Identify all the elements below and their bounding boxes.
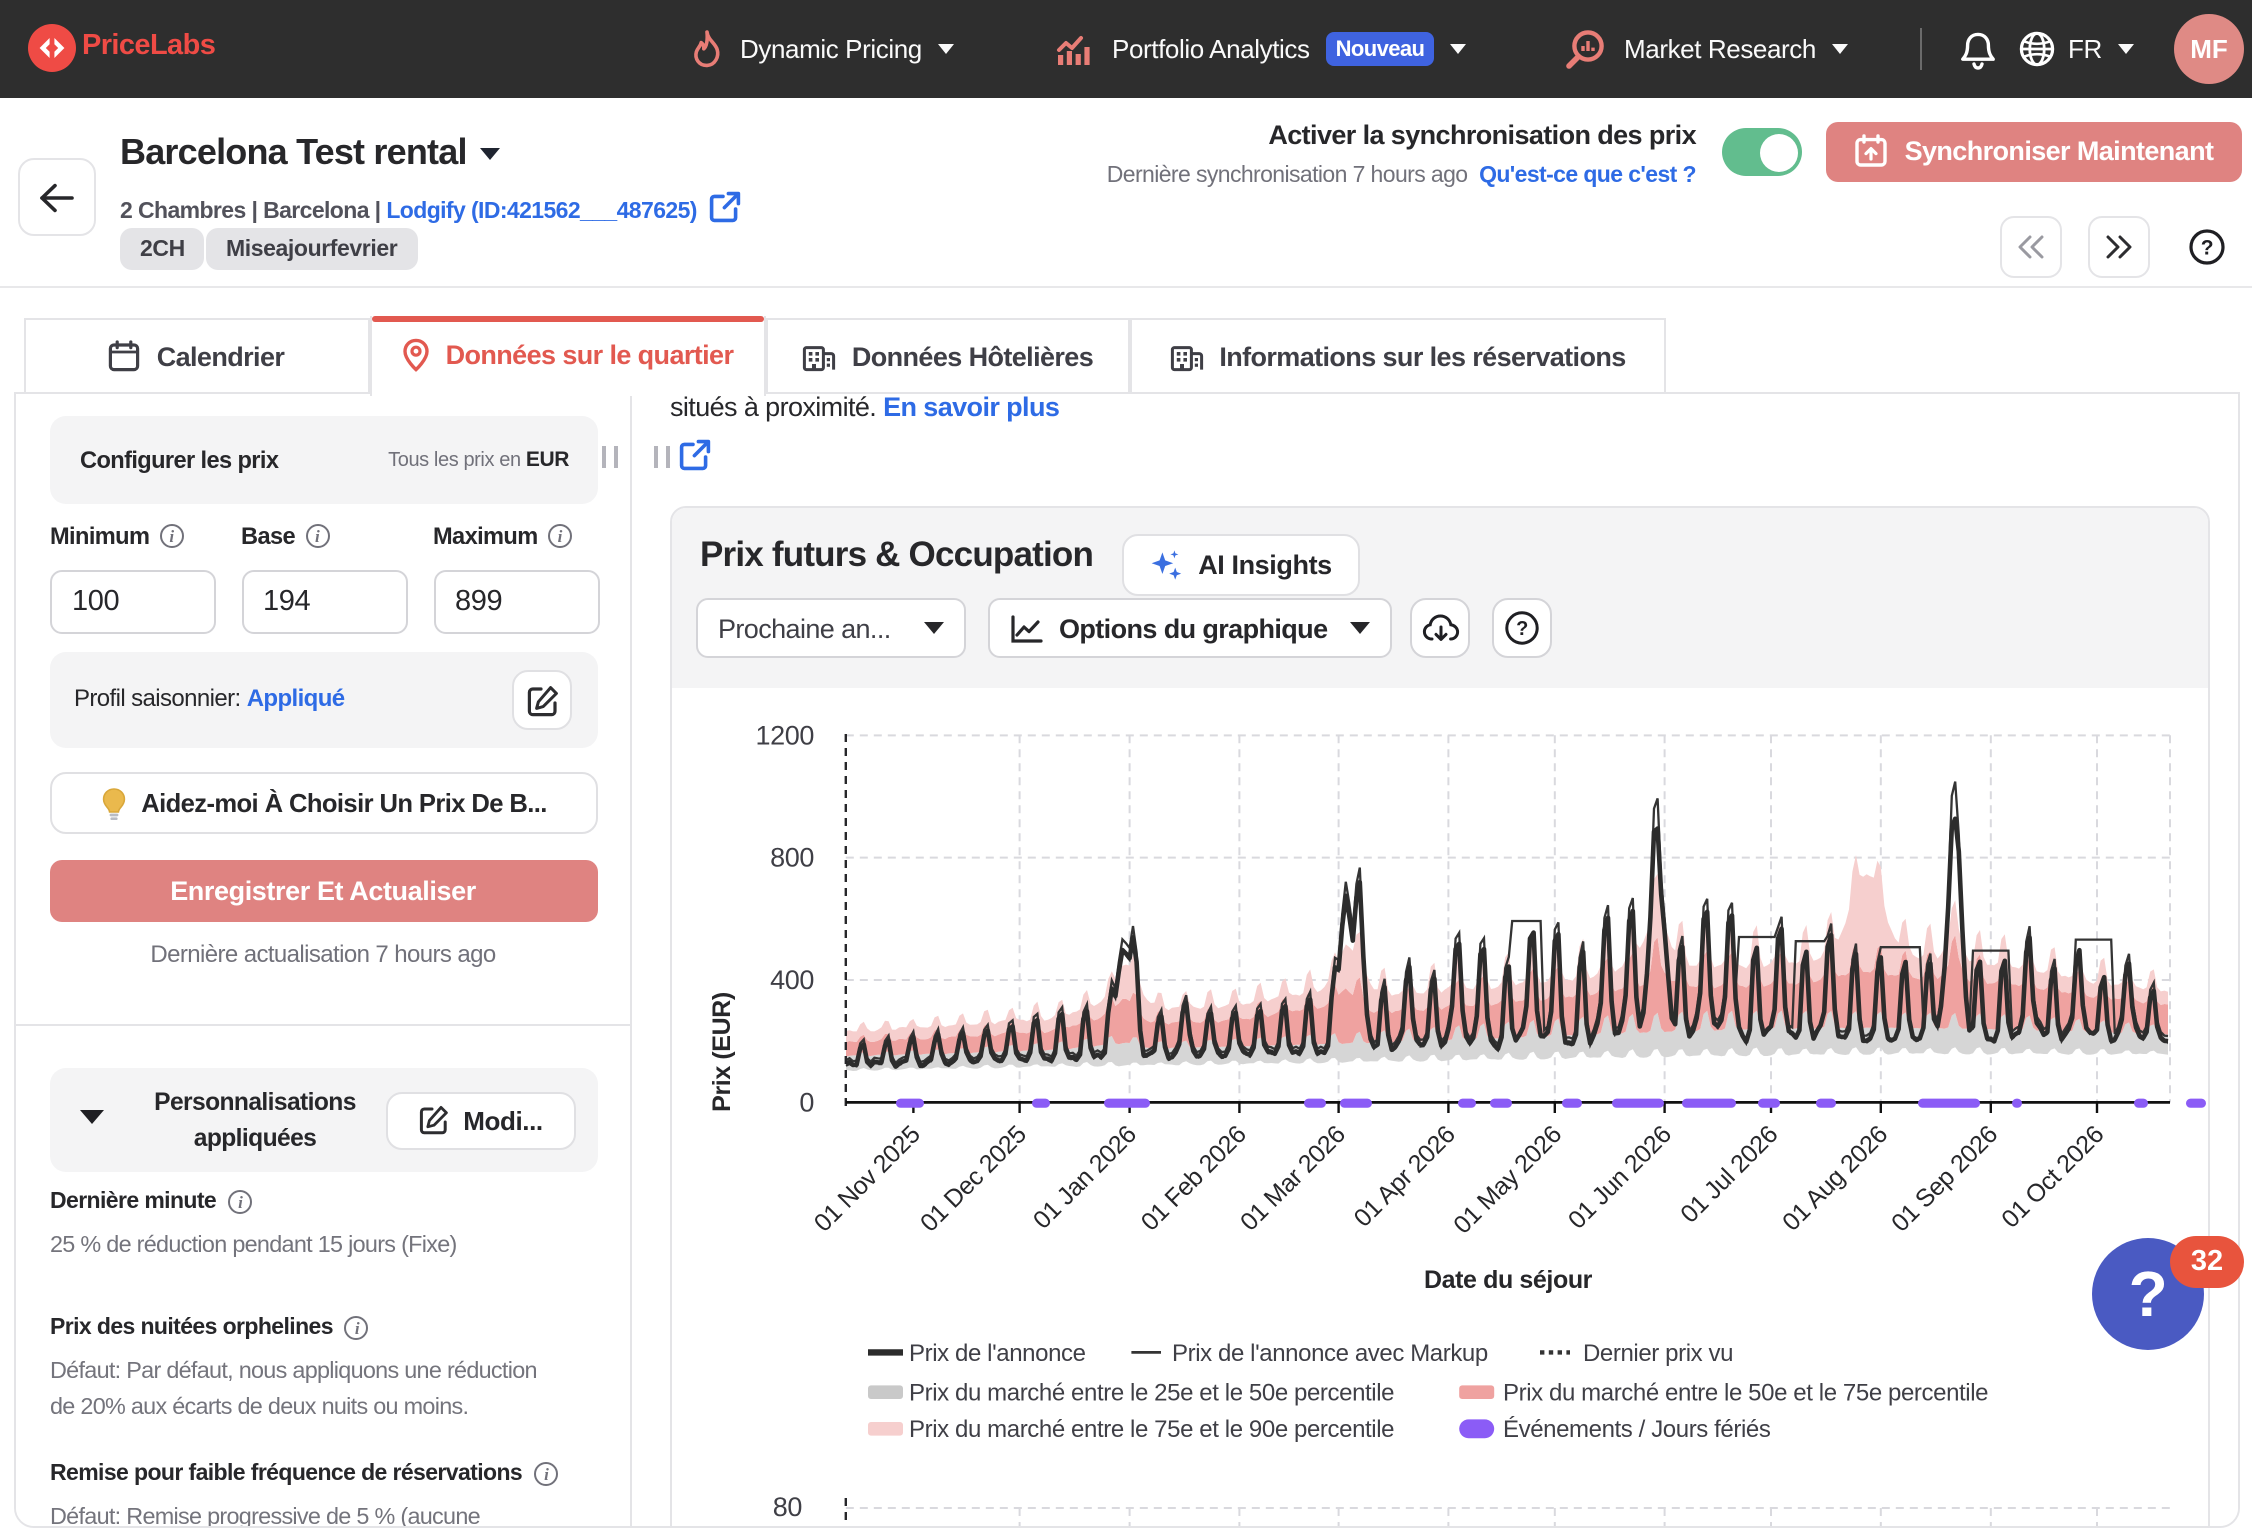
svg-text:1200: 1200: [756, 720, 814, 750]
svg-text:400: 400: [770, 965, 814, 995]
svg-text:Prix du marché entre le 50e et: Prix du marché entre le 50e et le 75e pe…: [1503, 1380, 1988, 1407]
svg-text:01 Jul 2026: 01 Jul 2026: [1675, 1120, 1783, 1228]
svg-text:?: ?: [2201, 236, 2213, 259]
svg-text:01 Feb 2026: 01 Feb 2026: [1136, 1120, 1252, 1236]
svg-text:Prix du marché entre le 75e et: Prix du marché entre le 75e et le 90e pe…: [909, 1416, 1394, 1443]
svg-text:Prix (EUR): Prix (EUR): [708, 992, 736, 1112]
svg-text:80: 80: [773, 1492, 802, 1522]
svg-text:Date du séjour: Date du séjour: [1424, 1266, 1593, 1294]
svg-text:01 Sep 2026: 01 Sep 2026: [1886, 1120, 2003, 1237]
svg-text:01 Nov 2025: 01 Nov 2025: [809, 1120, 926, 1237]
svg-text:01 Jun 2026: 01 Jun 2026: [1563, 1120, 1677, 1234]
svg-text:Prix de l'annonce avec Markup: Prix de l'annonce avec Markup: [1172, 1340, 1488, 1367]
svg-text:01 Jan 2026: 01 Jan 2026: [1028, 1120, 1142, 1234]
svg-text:01 Mar 2026: 01 Mar 2026: [1235, 1120, 1351, 1236]
svg-text:Prix de l'annonce: Prix de l'annonce: [909, 1340, 1086, 1367]
svg-text:Dernier prix vu: Dernier prix vu: [1583, 1340, 1733, 1367]
svg-text:Événements / Jours fériés: Événements / Jours fériés: [1503, 1416, 1771, 1443]
svg-text:800: 800: [770, 843, 814, 873]
svg-text:0: 0: [799, 1087, 814, 1117]
svg-text:01 Apr 2026: 01 Apr 2026: [1349, 1120, 1461, 1232]
svg-text:01 May 2026: 01 May 2026: [1448, 1120, 1567, 1239]
svg-text:01 Aug 2026: 01 Aug 2026: [1777, 1120, 1893, 1236]
svg-text:01 Oct 2026: 01 Oct 2026: [1996, 1120, 2109, 1233]
svg-text:Prix du marché entre le 25e et: Prix du marché entre le 25e et le 50e pe…: [909, 1380, 1394, 1407]
svg-text:01 Dec 2025: 01 Dec 2025: [915, 1120, 1032, 1237]
svg-text:?: ?: [1515, 618, 1527, 640]
